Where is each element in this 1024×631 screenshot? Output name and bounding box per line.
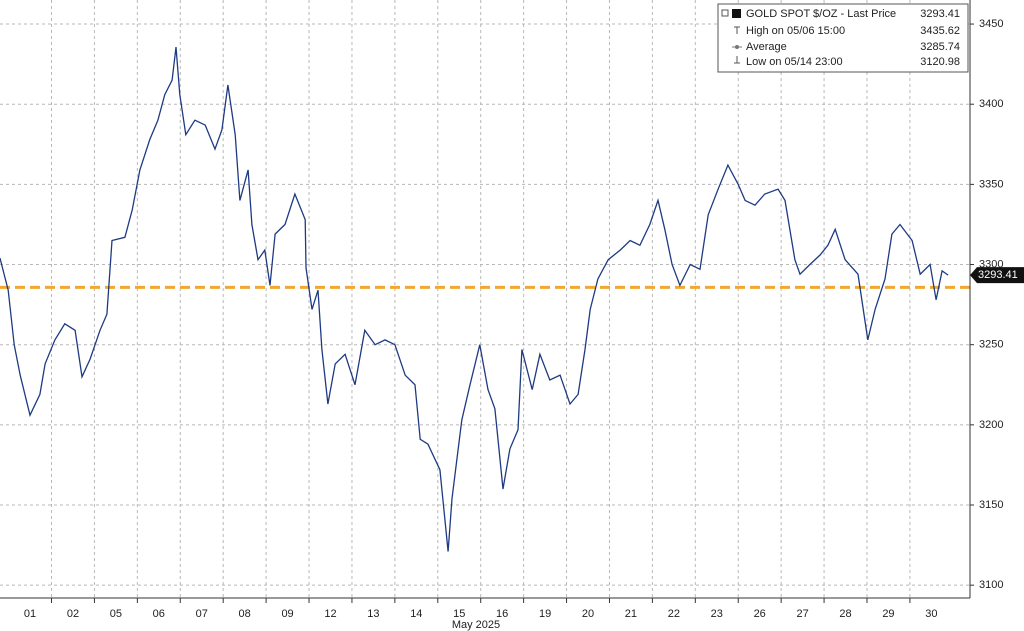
y-tick-label: 3350 — [979, 178, 1003, 190]
legend-collapse — [721, 9, 729, 17]
plot — [0, 47, 970, 552]
legend-icon — [735, 45, 739, 49]
legend-value: 3285.74 — [920, 41, 960, 53]
y-tick-label: 3450 — [979, 18, 1003, 30]
x-tick-label: 16 — [496, 608, 508, 620]
x-tick-label: 12 — [324, 608, 336, 620]
x-tick-label: 21 — [625, 608, 637, 620]
x-tick-label: 22 — [668, 608, 680, 620]
x-tick-label: 30 — [925, 608, 937, 620]
x-tick-label: 14 — [410, 608, 422, 620]
legend-label: GOLD SPOT $/OZ - Last Price — [746, 8, 896, 20]
legend-value: 3293.41 — [920, 8, 960, 20]
x-tick-label: 01 — [24, 608, 36, 620]
x-tick-label: 02 — [67, 608, 79, 620]
legend-value: 3435.62 — [920, 25, 960, 37]
x-tick-label: 26 — [754, 608, 766, 620]
legend: GOLD SPOT $/OZ - Last Price 3293.41 High… — [717, 3, 969, 73]
x-tick-label: 23 — [711, 608, 723, 620]
last-price-marker — [970, 267, 1024, 284]
legend-value: 3120.98 — [920, 56, 960, 68]
legend-box — [717, 3, 969, 73]
x-tick-label: 09 — [281, 608, 293, 620]
legend-label: Average — [746, 41, 787, 53]
y-tick-label: 3100 — [979, 579, 1003, 591]
x-tick-label: 19 — [539, 608, 551, 620]
y-tick-label: 3200 — [979, 419, 1003, 431]
last-price-label: 3293.41 — [978, 269, 1018, 281]
x-axis-label: May 2025 — [452, 619, 500, 631]
x-tick-label: 27 — [796, 608, 808, 620]
price-line — [0, 47, 949, 552]
legend-icon — [734, 26, 740, 34]
x-tick-label: 20 — [582, 608, 594, 620]
y-tick-label: 3400 — [979, 98, 1003, 110]
legend-icon — [734, 56, 740, 64]
x-tick-label: 15 — [453, 608, 465, 620]
x-tick-label: 08 — [239, 608, 251, 620]
legend-label: Low on 05/14 23:00 — [746, 56, 843, 68]
grid — [0, 0, 970, 598]
x-tick-label: 28 — [839, 608, 851, 620]
x-tick-label: 06 — [153, 608, 165, 620]
y-tick-label: 3250 — [979, 339, 1003, 351]
legend-label: High on 05/06 15:00 — [746, 25, 845, 37]
x-tick-label: 13 — [367, 608, 379, 620]
x-tick-label: 05 — [110, 608, 122, 620]
x-tick-label: 29 — [882, 608, 894, 620]
x-tick-label: 07 — [196, 608, 208, 620]
legend-swatch — [732, 9, 741, 18]
y-tick-label: 3150 — [979, 499, 1003, 511]
